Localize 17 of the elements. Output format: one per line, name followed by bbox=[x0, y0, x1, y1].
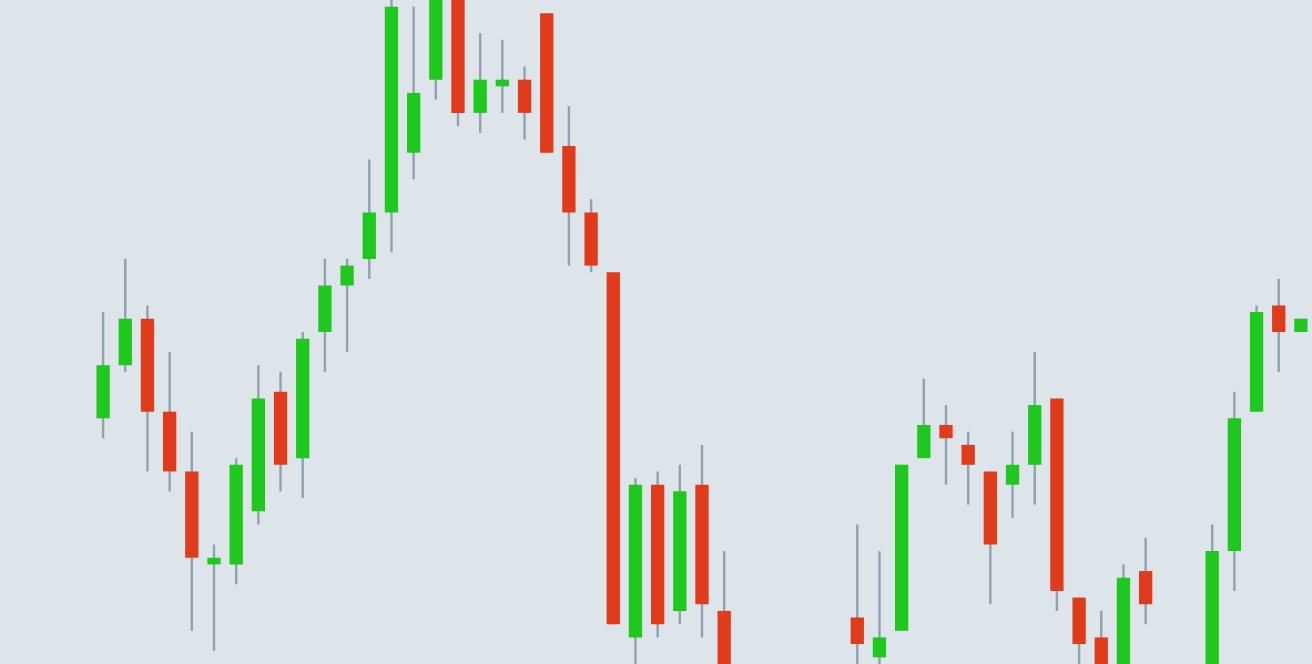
candlestick bbox=[207, 543, 221, 652]
candlestick bbox=[917, 377, 931, 460]
candlestick bbox=[340, 257, 354, 354]
candlestick bbox=[872, 549, 887, 664]
candlestick bbox=[362, 158, 376, 281]
candlestick bbox=[517, 65, 532, 141]
candlestick bbox=[1272, 277, 1286, 374]
candlestick bbox=[850, 523, 864, 664]
candlestick bbox=[1072, 596, 1086, 664]
candlestick bbox=[1005, 430, 1020, 520]
candlestick bbox=[473, 32, 487, 134]
candlestick bbox=[1094, 609, 1108, 664]
candlestick bbox=[939, 403, 953, 486]
candlestick bbox=[961, 430, 975, 506]
candlestick bbox=[118, 257, 132, 374]
candlestick bbox=[318, 257, 332, 374]
candlestick bbox=[1138, 536, 1153, 626]
